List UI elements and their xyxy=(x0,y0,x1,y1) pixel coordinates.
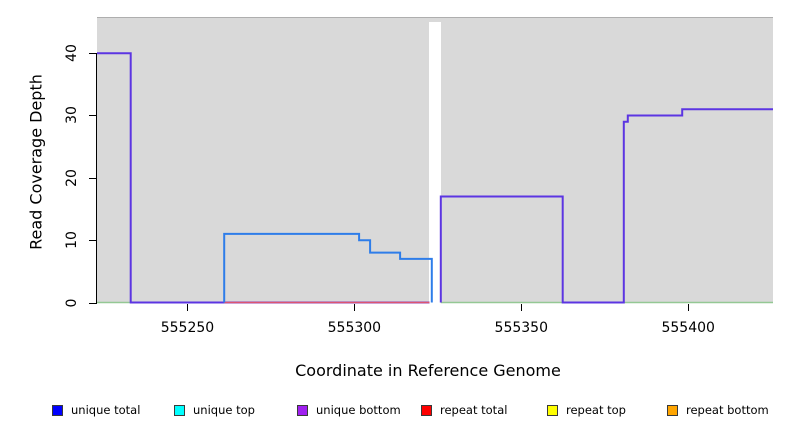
x-axis-title: Coordinate in Reference Genome xyxy=(295,361,561,380)
x-tick-mark xyxy=(354,303,356,311)
legend-label: repeat total xyxy=(440,403,508,417)
y-tick-label: 20 xyxy=(64,168,80,187)
legend-swatch-icon xyxy=(174,404,185,416)
x-tick-label: 555350 xyxy=(494,319,549,336)
legend-label: repeat top xyxy=(566,403,626,417)
legend-swatch-icon xyxy=(52,404,63,416)
legend-item-unique-top: unique top xyxy=(174,403,255,417)
y-tick-label: 10 xyxy=(64,231,80,250)
x-tick-label: 555400 xyxy=(661,319,715,336)
y-tick-mark xyxy=(89,115,97,117)
legend-item-unique-total: unique total xyxy=(52,403,140,417)
x-tick-label: 555250 xyxy=(160,319,215,336)
legend-item-unique-bottom: unique bottom xyxy=(297,403,401,417)
x-tick-mark xyxy=(688,303,690,311)
y-tick-mark xyxy=(89,240,97,242)
x-tick-label: 555300 xyxy=(327,319,382,336)
legend-item-repeat-bottom: repeat bottom xyxy=(667,403,769,417)
legend-item-repeat-top: repeat top xyxy=(547,403,626,417)
y-tick-mark xyxy=(89,53,97,55)
plot-top-edge-strip xyxy=(97,17,773,22)
legend-swatch-icon xyxy=(667,404,678,416)
legend-label: unique top xyxy=(193,403,255,417)
y-axis-title: Read Coverage Depth xyxy=(26,73,46,250)
x-tick-mark xyxy=(521,303,523,311)
legend-label: unique total xyxy=(71,403,141,417)
y-tick-label: 40 xyxy=(64,44,80,63)
y-tick-mark xyxy=(89,302,97,304)
legend-swatch-icon xyxy=(421,404,432,416)
x-tick-mark xyxy=(187,303,189,311)
unique-total-line xyxy=(223,232,433,303)
legend-swatch-icon xyxy=(547,404,558,416)
y-tick-label: 0 xyxy=(64,298,80,307)
legend-label: unique bottom xyxy=(316,403,401,417)
plot-background-right-panel xyxy=(440,17,773,303)
unique-bottom-line xyxy=(97,52,773,304)
plot-background-left-panel xyxy=(97,17,430,303)
y-tick-mark xyxy=(89,177,97,179)
legend-swatch-icon xyxy=(297,404,308,416)
y-tick-label: 30 xyxy=(64,106,80,125)
legend-item-repeat-total: repeat total xyxy=(421,403,507,417)
legend-label: repeat bottom xyxy=(686,403,769,417)
